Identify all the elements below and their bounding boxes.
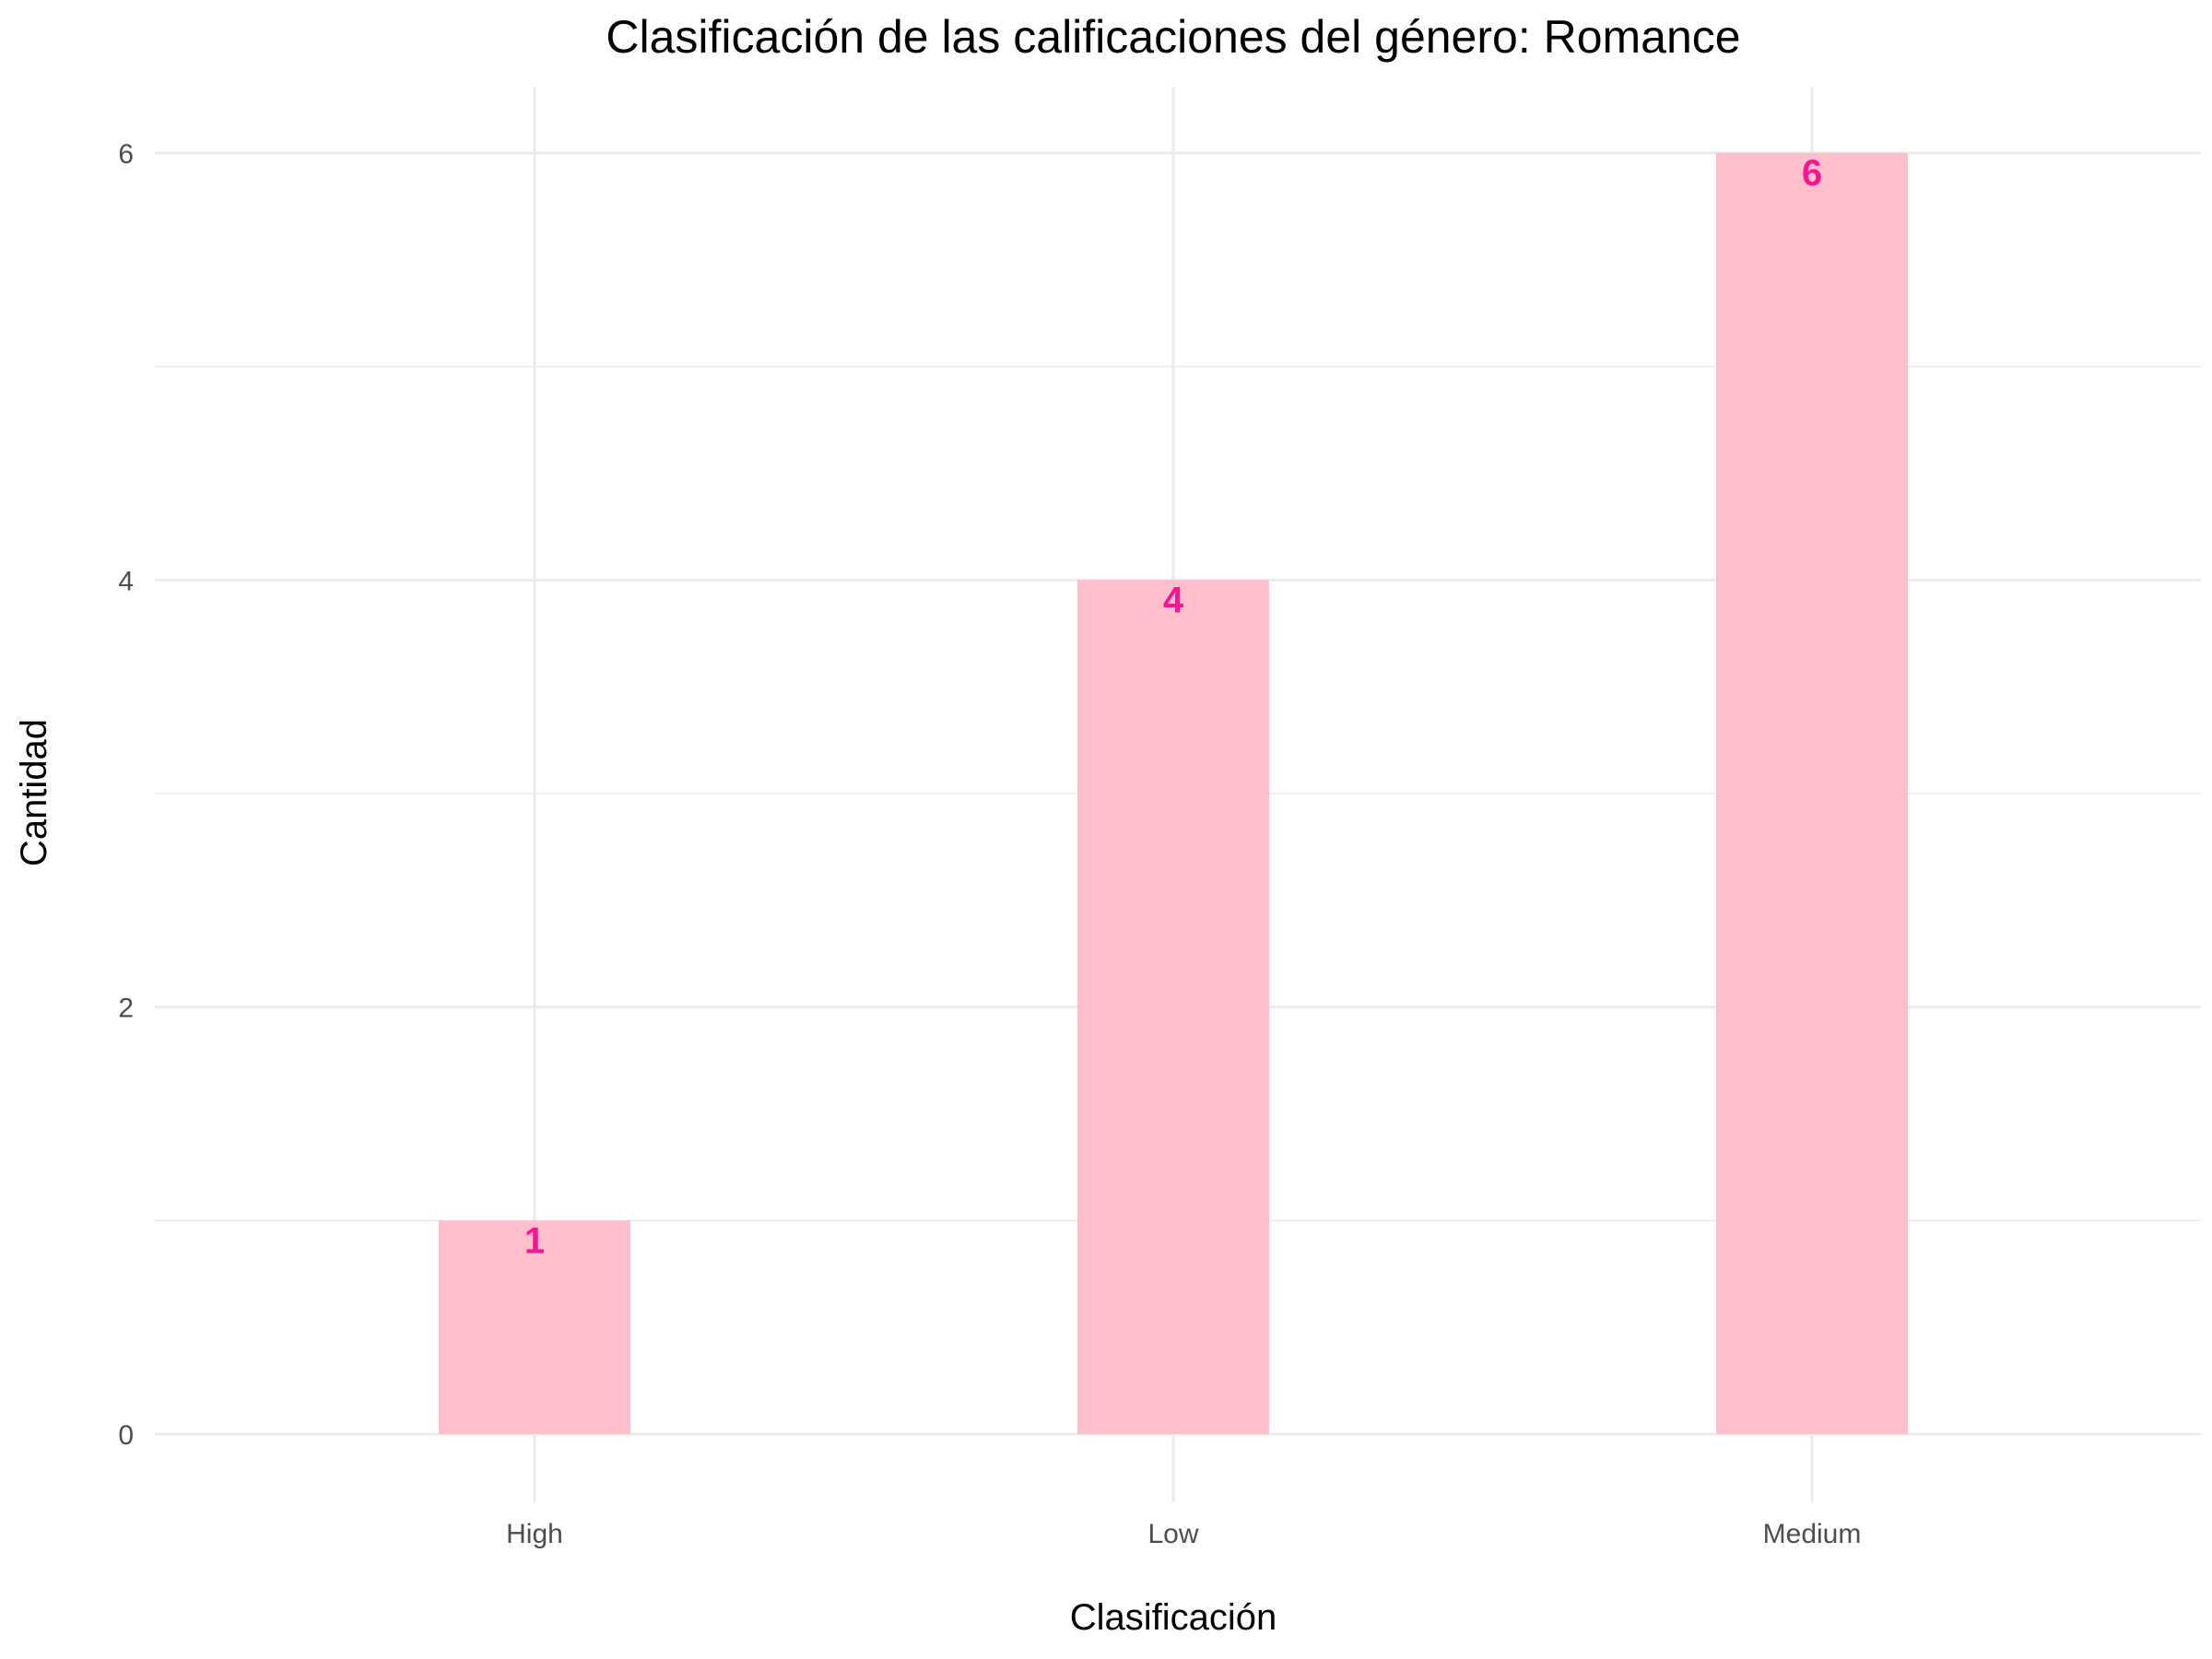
data-labels: 1 4 6 bbox=[524, 153, 1822, 1261]
bar-low bbox=[1077, 580, 1269, 1434]
y-tick-label: 6 bbox=[118, 139, 134, 170]
y-tick-label: 0 bbox=[118, 1420, 134, 1451]
data-label-low: 4 bbox=[1163, 580, 1184, 620]
x-tick-label: High bbox=[506, 1519, 563, 1549]
y-tick-label: 4 bbox=[118, 566, 134, 596]
bars bbox=[439, 153, 1908, 1434]
tick-labels: 0 2 4 6 High Low Medium bbox=[118, 139, 1861, 1549]
chart-title: Clasificación de las calificaciones del … bbox=[606, 11, 1740, 63]
bar-medium bbox=[1716, 153, 1908, 1434]
x-tick-label: Medium bbox=[1763, 1519, 1862, 1549]
bar-high bbox=[439, 1220, 630, 1434]
y-axis-title: Cantidad bbox=[14, 719, 54, 866]
data-label-medium: 6 bbox=[1802, 153, 1822, 194]
y-tick-label: 2 bbox=[118, 994, 134, 1024]
data-label-high: 1 bbox=[524, 1220, 545, 1261]
x-tick-label: Low bbox=[1147, 1519, 1198, 1549]
x-axis-title: Clasificación bbox=[1070, 1597, 1277, 1638]
